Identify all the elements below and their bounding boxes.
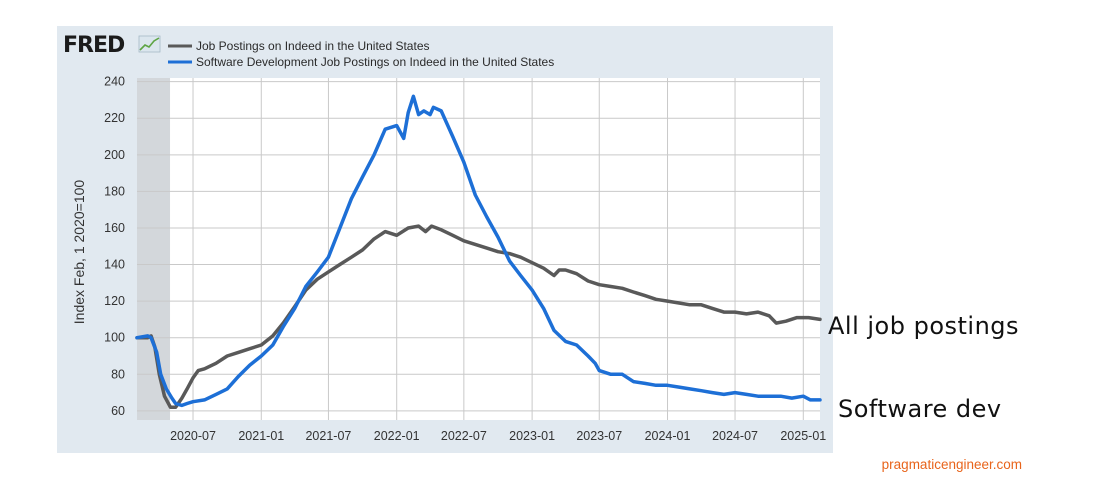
y-axis-title: Index Feb, 1 2020=100 — [71, 180, 87, 325]
legend-label-software-dev: Software Development Job Postings on Ind… — [196, 55, 554, 69]
series-line-all-job-postings — [135, 224, 822, 409]
x-tick-label: 2021-07 — [305, 429, 351, 443]
y-tick-label: 60 — [111, 404, 125, 418]
x-tick-label: 2025-01 — [780, 429, 826, 443]
x-tick-label: 2024-01 — [645, 429, 691, 443]
plot-area: 60 80 100 120 140 160 180 200 220 240 2020-07 2021-… — [104, 75, 826, 443]
y-tick-label: 180 — [104, 184, 125, 198]
x-tick-label: 2020-07 — [170, 429, 216, 443]
x-tick-label: 2021-01 — [238, 429, 284, 443]
x-tick-label: 2022-01 — [374, 429, 420, 443]
y-tick-label: 100 — [104, 331, 125, 345]
plot-background — [137, 78, 820, 420]
x-tick-label: 2023-01 — [509, 429, 555, 443]
recession-shading — [137, 78, 171, 420]
annotation-all-job-postings: All job postings — [828, 312, 1019, 340]
y-tick-label: 120 — [104, 294, 125, 308]
fred-logo-text: FRED — [63, 33, 125, 58]
y-tick-label: 240 — [104, 75, 125, 89]
y-tick-label: 80 — [111, 367, 125, 381]
annotation-software-dev: Software dev — [838, 395, 1002, 423]
y-tick-label: 140 — [104, 258, 125, 272]
series-line-software-dev — [135, 94, 822, 408]
credit-text: pragmaticengineer.com — [882, 457, 1022, 472]
y-tick-label: 220 — [104, 111, 125, 125]
x-tick-label: 2024-07 — [712, 429, 758, 443]
y-tick-label: 200 — [104, 148, 125, 162]
x-tick-label: 2022-07 — [441, 429, 487, 443]
x-tick-label: 2023-07 — [576, 429, 622, 443]
y-tick-label: 160 — [104, 221, 125, 235]
fred-graph-icon — [138, 35, 161, 53]
legend-label-all-jobs: Job Postings on Indeed in the United Sta… — [196, 39, 430, 53]
